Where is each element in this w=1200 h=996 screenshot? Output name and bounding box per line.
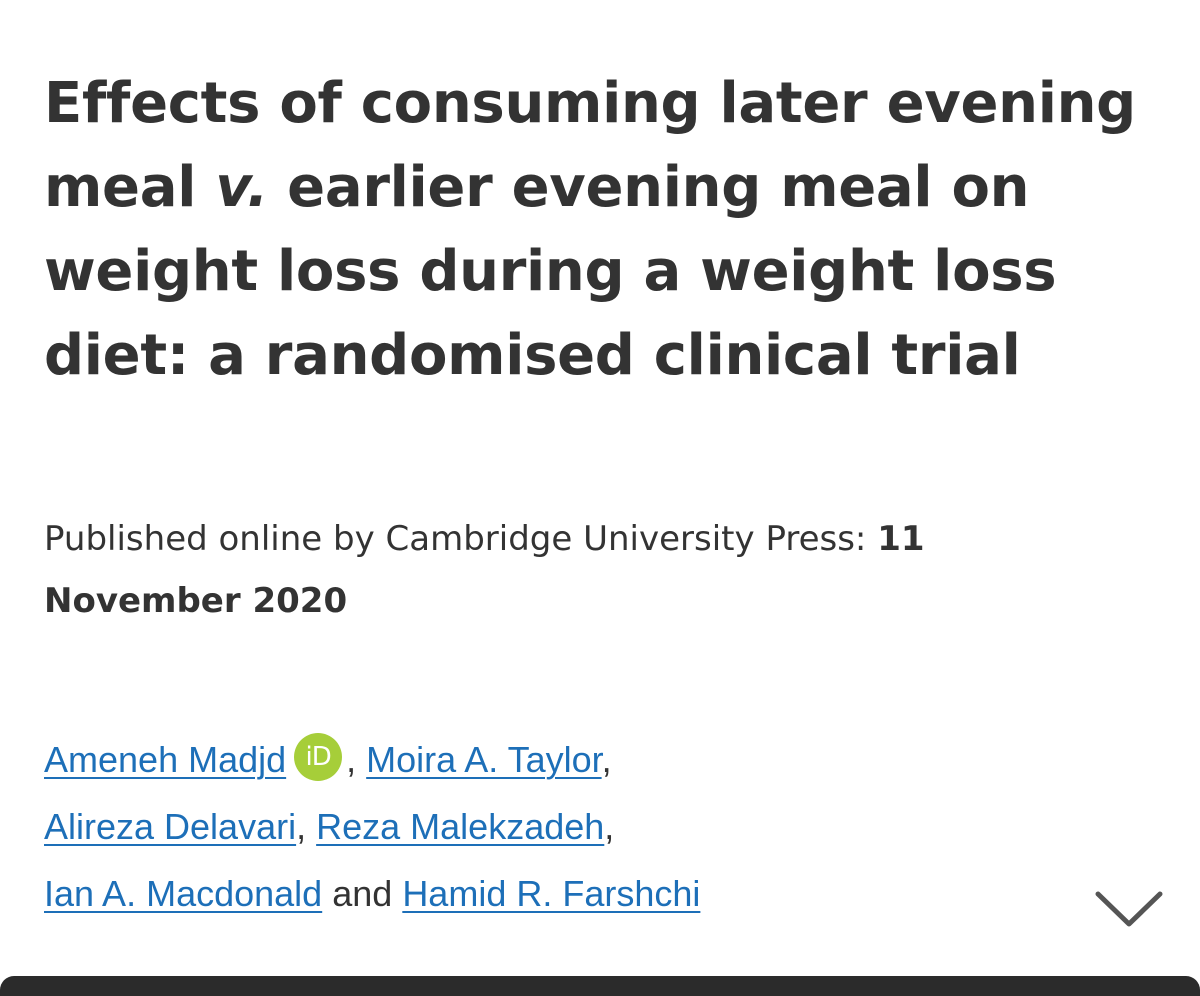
author-list: Ameneh Madjd iD, Moira A. Taylor, Alireza …	[44, 726, 1084, 927]
title-text-part2: earlier evening meal on weight loss duri…	[44, 155, 1057, 388]
author-separator: ,	[346, 739, 357, 780]
author-separator: ,	[601, 739, 612, 780]
author-link[interactable]: Moira A. Taylor	[366, 739, 602, 780]
author-link[interactable]: Alireza Delavari	[44, 806, 297, 847]
author-link[interactable]: Ian A. Macdonald	[44, 873, 323, 914]
author-conjunction: and	[332, 873, 393, 914]
chevron-down-icon	[1095, 891, 1163, 927]
article-title: Effects of consuming later evening meal …	[44, 62, 1154, 398]
author-link[interactable]: Reza Malekzadeh	[316, 806, 605, 847]
title-text-italic: v.	[215, 155, 268, 220]
bottom-bar	[0, 976, 1200, 996]
author-link[interactable]: Ameneh Madjd	[44, 739, 287, 780]
author-separator: ,	[296, 806, 307, 847]
author-separator: ,	[604, 806, 615, 847]
publication-info: Published online by Cambridge University…	[44, 508, 1044, 632]
publication-date: 11 November 2020	[44, 519, 925, 621]
title-text-part1: Effects of consuming later evening meal	[44, 71, 1136, 220]
expand-authors-button[interactable]	[1094, 886, 1164, 930]
publication-label: Published online by Cambridge University…	[44, 519, 878, 559]
author-link[interactable]: Hamid R. Farshchi	[402, 873, 701, 914]
orcid-icon[interactable]: iD	[294, 733, 343, 782]
